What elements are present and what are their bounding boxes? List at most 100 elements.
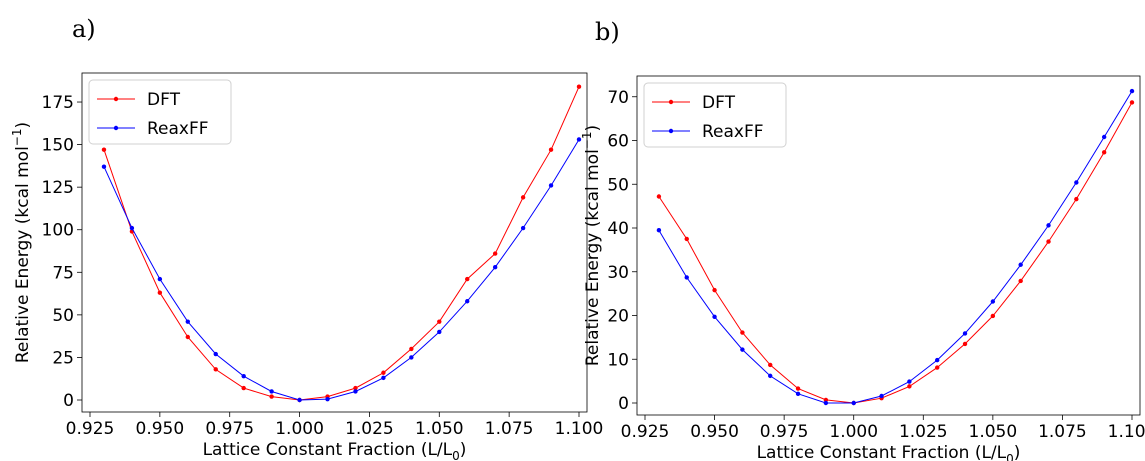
legend-marker-reaxff (113, 125, 119, 131)
data-point-dft (548, 147, 554, 152)
x-tick-label: 1.050 (969, 422, 1018, 442)
data-point-reaxff (795, 391, 801, 397)
x-tick-label: 0.925 (66, 419, 115, 439)
x-tick-label: 0.950 (136, 419, 185, 439)
x-tick-label: 1.075 (485, 419, 534, 439)
data-point-dft (269, 394, 274, 399)
legend-marker-dft (668, 99, 674, 105)
y-tick-label: 60 (607, 132, 629, 152)
data-point-dft (465, 276, 470, 282)
y-tick-label: 50 (607, 175, 629, 195)
y-tick-label: 70 (607, 88, 629, 108)
data-point-dft (712, 287, 717, 293)
chart-b: 0.925 0.950 0.975 1.000 1.025 1.050 1.075 1.10 0… (580, 75, 1145, 461)
x-tick-label: 1.000 (829, 422, 878, 442)
y-axis-label-end: ) (13, 122, 33, 129)
data-point-reaxff (1101, 134, 1107, 140)
data-point-reaxff (1046, 223, 1051, 228)
data-point-dft (213, 367, 218, 372)
data-point-dft (437, 319, 442, 324)
data-point-reaxff (409, 355, 414, 360)
data-point-dft (185, 334, 190, 340)
x-tick-label: 0.925 (621, 422, 670, 442)
y-tick-label: 40 (607, 219, 629, 239)
x-tick-label: 0.975 (760, 422, 809, 442)
legend-label-reaxff: ReaxFF (702, 122, 764, 142)
data-point-dft (656, 194, 662, 199)
y-axis-label-superscript: −1 (580, 132, 594, 150)
y-tick-label: 10 (607, 350, 629, 370)
data-point-reaxff (520, 225, 526, 231)
x-tick-label: 0.950 (690, 422, 739, 442)
series-line-reaxff (103, 139, 580, 401)
chart-a: 0.925 0.950 0.975 1.000 1.025 1.050 1.075 1.100… (10, 72, 603, 461)
x-axis-label-end: ) (460, 440, 467, 460)
y-tick-label: 175 (42, 93, 74, 113)
data-point-dft (520, 195, 526, 200)
y-axis-label-text: Relative Energy (kcal mol (13, 146, 33, 363)
y-axis-label: Relative Energy (kcal mol−1) (580, 125, 603, 366)
data-point-reaxff (962, 331, 968, 336)
x-axis-label: Lattice Constant Fraction (L/L0) (203, 440, 467, 461)
data-point-dft (353, 385, 358, 391)
y-tick-label: 100 (42, 221, 74, 241)
data-point-reaxff (101, 164, 107, 169)
data-point-reaxff (1018, 262, 1023, 267)
data-point-reaxff (879, 393, 884, 399)
x-axis-label-end: ) (1014, 443, 1021, 461)
x-tick-label: 1.000 (275, 419, 324, 439)
x-axis-label-subscript: 0 (1006, 452, 1014, 461)
series-line-reaxff (658, 90, 1133, 404)
panel-label-b: b) (595, 18, 620, 46)
data-point-dft (101, 147, 107, 152)
data-point-dft (157, 290, 163, 295)
x-tick-label: 1.100 (1108, 422, 1145, 442)
data-point-reaxff (935, 357, 940, 363)
panel-label-a: a) (72, 15, 96, 43)
data-point-reaxff (684, 275, 689, 280)
data-point-reaxff (492, 264, 498, 270)
legend-label-dft: DFT (147, 90, 181, 110)
x-axis-label-text: Lattice Constant Fraction (L/L (203, 440, 453, 460)
axes-frame (636, 75, 1141, 416)
data-point-dft (823, 397, 829, 403)
x-tick-label: 1.050 (415, 419, 464, 439)
data-point-reaxff (712, 314, 717, 320)
y-axis-label-superscript: −1 (10, 129, 24, 147)
data-point-reaxff (823, 400, 829, 406)
data-point-dft (241, 385, 246, 391)
legend-marker-dft (113, 96, 119, 102)
y-tick-label: 25 (52, 348, 74, 368)
data-point-reaxff (437, 329, 442, 335)
data-point-dft (1046, 239, 1051, 244)
data-point-dft (990, 313, 996, 319)
data-point-dft (795, 386, 801, 391)
legend-marker-reaxff (668, 128, 674, 134)
x-axis-label-text: Lattice Constant Fraction (L/L (757, 443, 1007, 461)
data-point-dft (684, 236, 689, 242)
data-point-dft (1129, 100, 1135, 105)
data-point-reaxff (1074, 180, 1079, 185)
data-point-dft (962, 341, 968, 347)
data-point-dft (740, 330, 745, 335)
x-tick-label: 0.975 (205, 419, 254, 439)
axes-frame (81, 72, 588, 413)
x-tick-label: 1.075 (1038, 422, 1087, 442)
data-point-reaxff (740, 347, 745, 352)
legend-label-dft: DFT (702, 93, 736, 113)
y-tick-label: 30 (607, 263, 629, 283)
data-point-dft (409, 346, 414, 352)
x-tick-label: 1.025 (345, 419, 394, 439)
data-point-reaxff (851, 400, 856, 406)
series-line-dft (103, 86, 580, 401)
y-tick-label: 75 (52, 263, 74, 283)
data-point-dft (935, 365, 940, 370)
y-tick-label: 150 (42, 136, 74, 156)
data-point-reaxff (576, 137, 582, 142)
data-point-dft (1074, 196, 1079, 202)
data-point-reaxff (907, 379, 912, 384)
data-point-reaxff (325, 396, 330, 402)
data-point-reaxff (269, 389, 274, 394)
data-point-dft (492, 251, 498, 256)
